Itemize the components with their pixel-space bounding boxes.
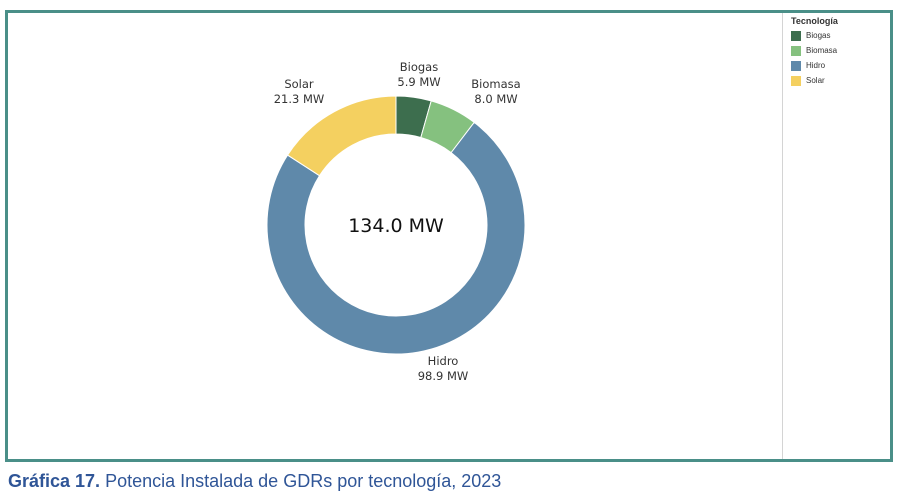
slice-label-solar: Solar (284, 77, 314, 91)
legend-label-biogas: Biogas (806, 31, 831, 40)
legend-item-biomasa[interactable]: Biomasa (791, 43, 838, 58)
legend-label-biomasa: Biomasa (806, 46, 838, 55)
slice-value-biogas: 5.9 MW (397, 75, 440, 89)
slice-value-solar: 21.3 MW (274, 92, 325, 106)
legend-item-solar[interactable]: Solar (791, 73, 838, 88)
legend-swatch-biogas (791, 30, 801, 41)
figure-caption: Gráfica 17. Potencia Instalada de GDRs p… (8, 471, 501, 492)
slice-value-hidro: 98.9 MW (418, 369, 469, 383)
donut-slice-hidro[interactable] (266, 121, 526, 355)
legend-item-biogas[interactable]: Biogas (791, 28, 838, 43)
legend-label-solar: Solar (806, 76, 825, 85)
legend: Tecnología Biogas Biomasa Hidro Solar (791, 16, 838, 88)
legend-label-hidro: Hidro (806, 61, 826, 70)
caption-text: Potencia Instalada de GDRs por tecnologí… (100, 471, 502, 491)
slice-label-biogas: Biogas (400, 60, 438, 74)
slice-value-biomasa: 8.0 MW (474, 92, 517, 106)
legend-swatch-hidro (791, 60, 801, 71)
legend-swatch-solar (791, 75, 801, 86)
donut-center-total: 134.0 MW (348, 215, 444, 237)
slice-label-hidro: Hidro (428, 354, 459, 368)
legend-item-hidro[interactable]: Hidro (791, 58, 838, 73)
chart-panel: Biogas 5.9 MW Biomasa 8.0 MW Hidro 98.9 MW Sol… (5, 10, 893, 462)
legend-title: Tecnología (791, 16, 838, 26)
legend-swatch-biomasa (791, 45, 801, 56)
slice-label-biomasa: Biomasa (471, 77, 520, 91)
donut-slice-solar[interactable] (286, 95, 397, 177)
caption-number: Gráfica 17. (8, 471, 101, 491)
legend-divider (782, 13, 783, 459)
